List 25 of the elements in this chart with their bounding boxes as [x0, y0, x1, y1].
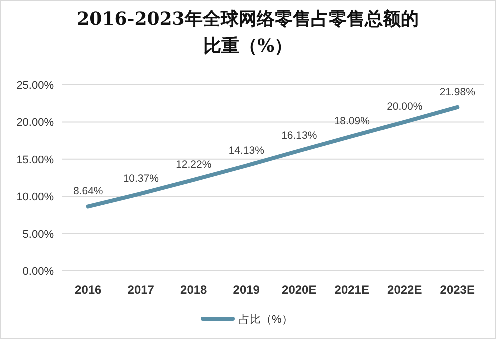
- x-tick-label: 2018: [180, 283, 208, 297]
- x-tick-label: 2019: [233, 283, 260, 297]
- y-tick-label: 20.00%: [16, 117, 54, 130]
- data-label: 16.13%: [282, 130, 318, 142]
- x-tick-label: 2021E: [334, 283, 370, 297]
- y-tick-label: 15.00%: [16, 154, 54, 166]
- x-tick-label: 2022E: [388, 283, 422, 297]
- data-label: 14.13%: [228, 144, 264, 157]
- data-label: 10.37%: [123, 172, 159, 185]
- data-label: 21.98%: [440, 86, 476, 98]
- x-tick-label: 2017: [128, 283, 155, 297]
- data-label: 12.22%: [176, 159, 212, 172]
- title: 2016-2023年全球网络零售占零售总额的比重（%）: [76, 8, 420, 59]
- legend-label: 占比（%）: [239, 313, 293, 326]
- y-tick-label: 10.00%: [16, 192, 54, 204]
- data-label: 20.00%: [387, 101, 423, 114]
- y-tick-label: 5.00%: [22, 228, 54, 241]
- x-tick-label: 2023E: [440, 283, 475, 297]
- data-label: 8.64%: [73, 186, 104, 198]
- x-tick-label: 2016: [75, 283, 102, 297]
- y-tick-label: 25.00%: [16, 80, 54, 92]
- legend: 占比（%）: [201, 314, 293, 326]
- data-label: 18.09%: [334, 115, 370, 128]
- x-tick-label: 2020E: [282, 283, 317, 297]
- y-tick-label: 0.00%: [22, 266, 54, 278]
